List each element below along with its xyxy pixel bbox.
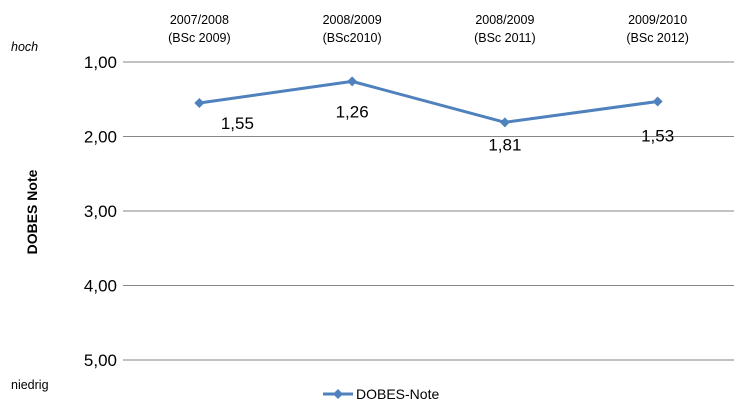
y-tick-label: 1,00 — [84, 53, 117, 72]
y-axis-title: DOBES Note — [24, 169, 40, 254]
category-label: 2007/2008 — [170, 13, 229, 27]
y-tick-label: 3,00 — [84, 202, 117, 221]
category-label: 2008/2009 — [323, 13, 382, 27]
category-label: (BSc 2009) — [168, 31, 231, 45]
data-label: 1,26 — [336, 102, 369, 121]
y-bottom-note: niedrig — [11, 378, 49, 392]
y-tick-labels: 1,00 2,00 3,00 4,00 5,00 — [84, 53, 117, 370]
data-label: 1,81 — [488, 135, 521, 154]
category-label: 2009/2010 — [628, 13, 687, 27]
category-labels: 2007/2008 (BSc 2009) 2008/2009 (BSc2010) 200… — [168, 13, 689, 45]
data-point — [652, 96, 663, 107]
y-tick-label: 5,00 — [84, 351, 117, 370]
category-label: (BSc2010) — [323, 31, 382, 45]
y-top-note: hoch — [11, 40, 38, 54]
data-label: 1,53 — [641, 126, 674, 145]
y-tick-label: 4,00 — [84, 277, 117, 296]
legend-marker — [333, 389, 343, 399]
data-labels: 1,55 1,26 1,81 1,53 — [221, 102, 674, 154]
data-point — [194, 97, 205, 108]
category-label: (BSc 2012) — [626, 31, 689, 45]
data-point — [347, 76, 358, 87]
category-label: (BSc 2011) — [474, 31, 536, 45]
data-point — [499, 117, 510, 128]
data-label: 1,55 — [221, 114, 254, 133]
gridlines — [123, 61, 734, 361]
series-line — [199, 79, 658, 124]
legend: DOBES-Note — [323, 386, 439, 400]
series-dobes-note — [194, 76, 663, 128]
y-tick-label: 2,00 — [84, 128, 117, 147]
legend-label: DOBES-Note — [356, 386, 439, 400]
category-label: 2008/2009 — [475, 13, 534, 27]
